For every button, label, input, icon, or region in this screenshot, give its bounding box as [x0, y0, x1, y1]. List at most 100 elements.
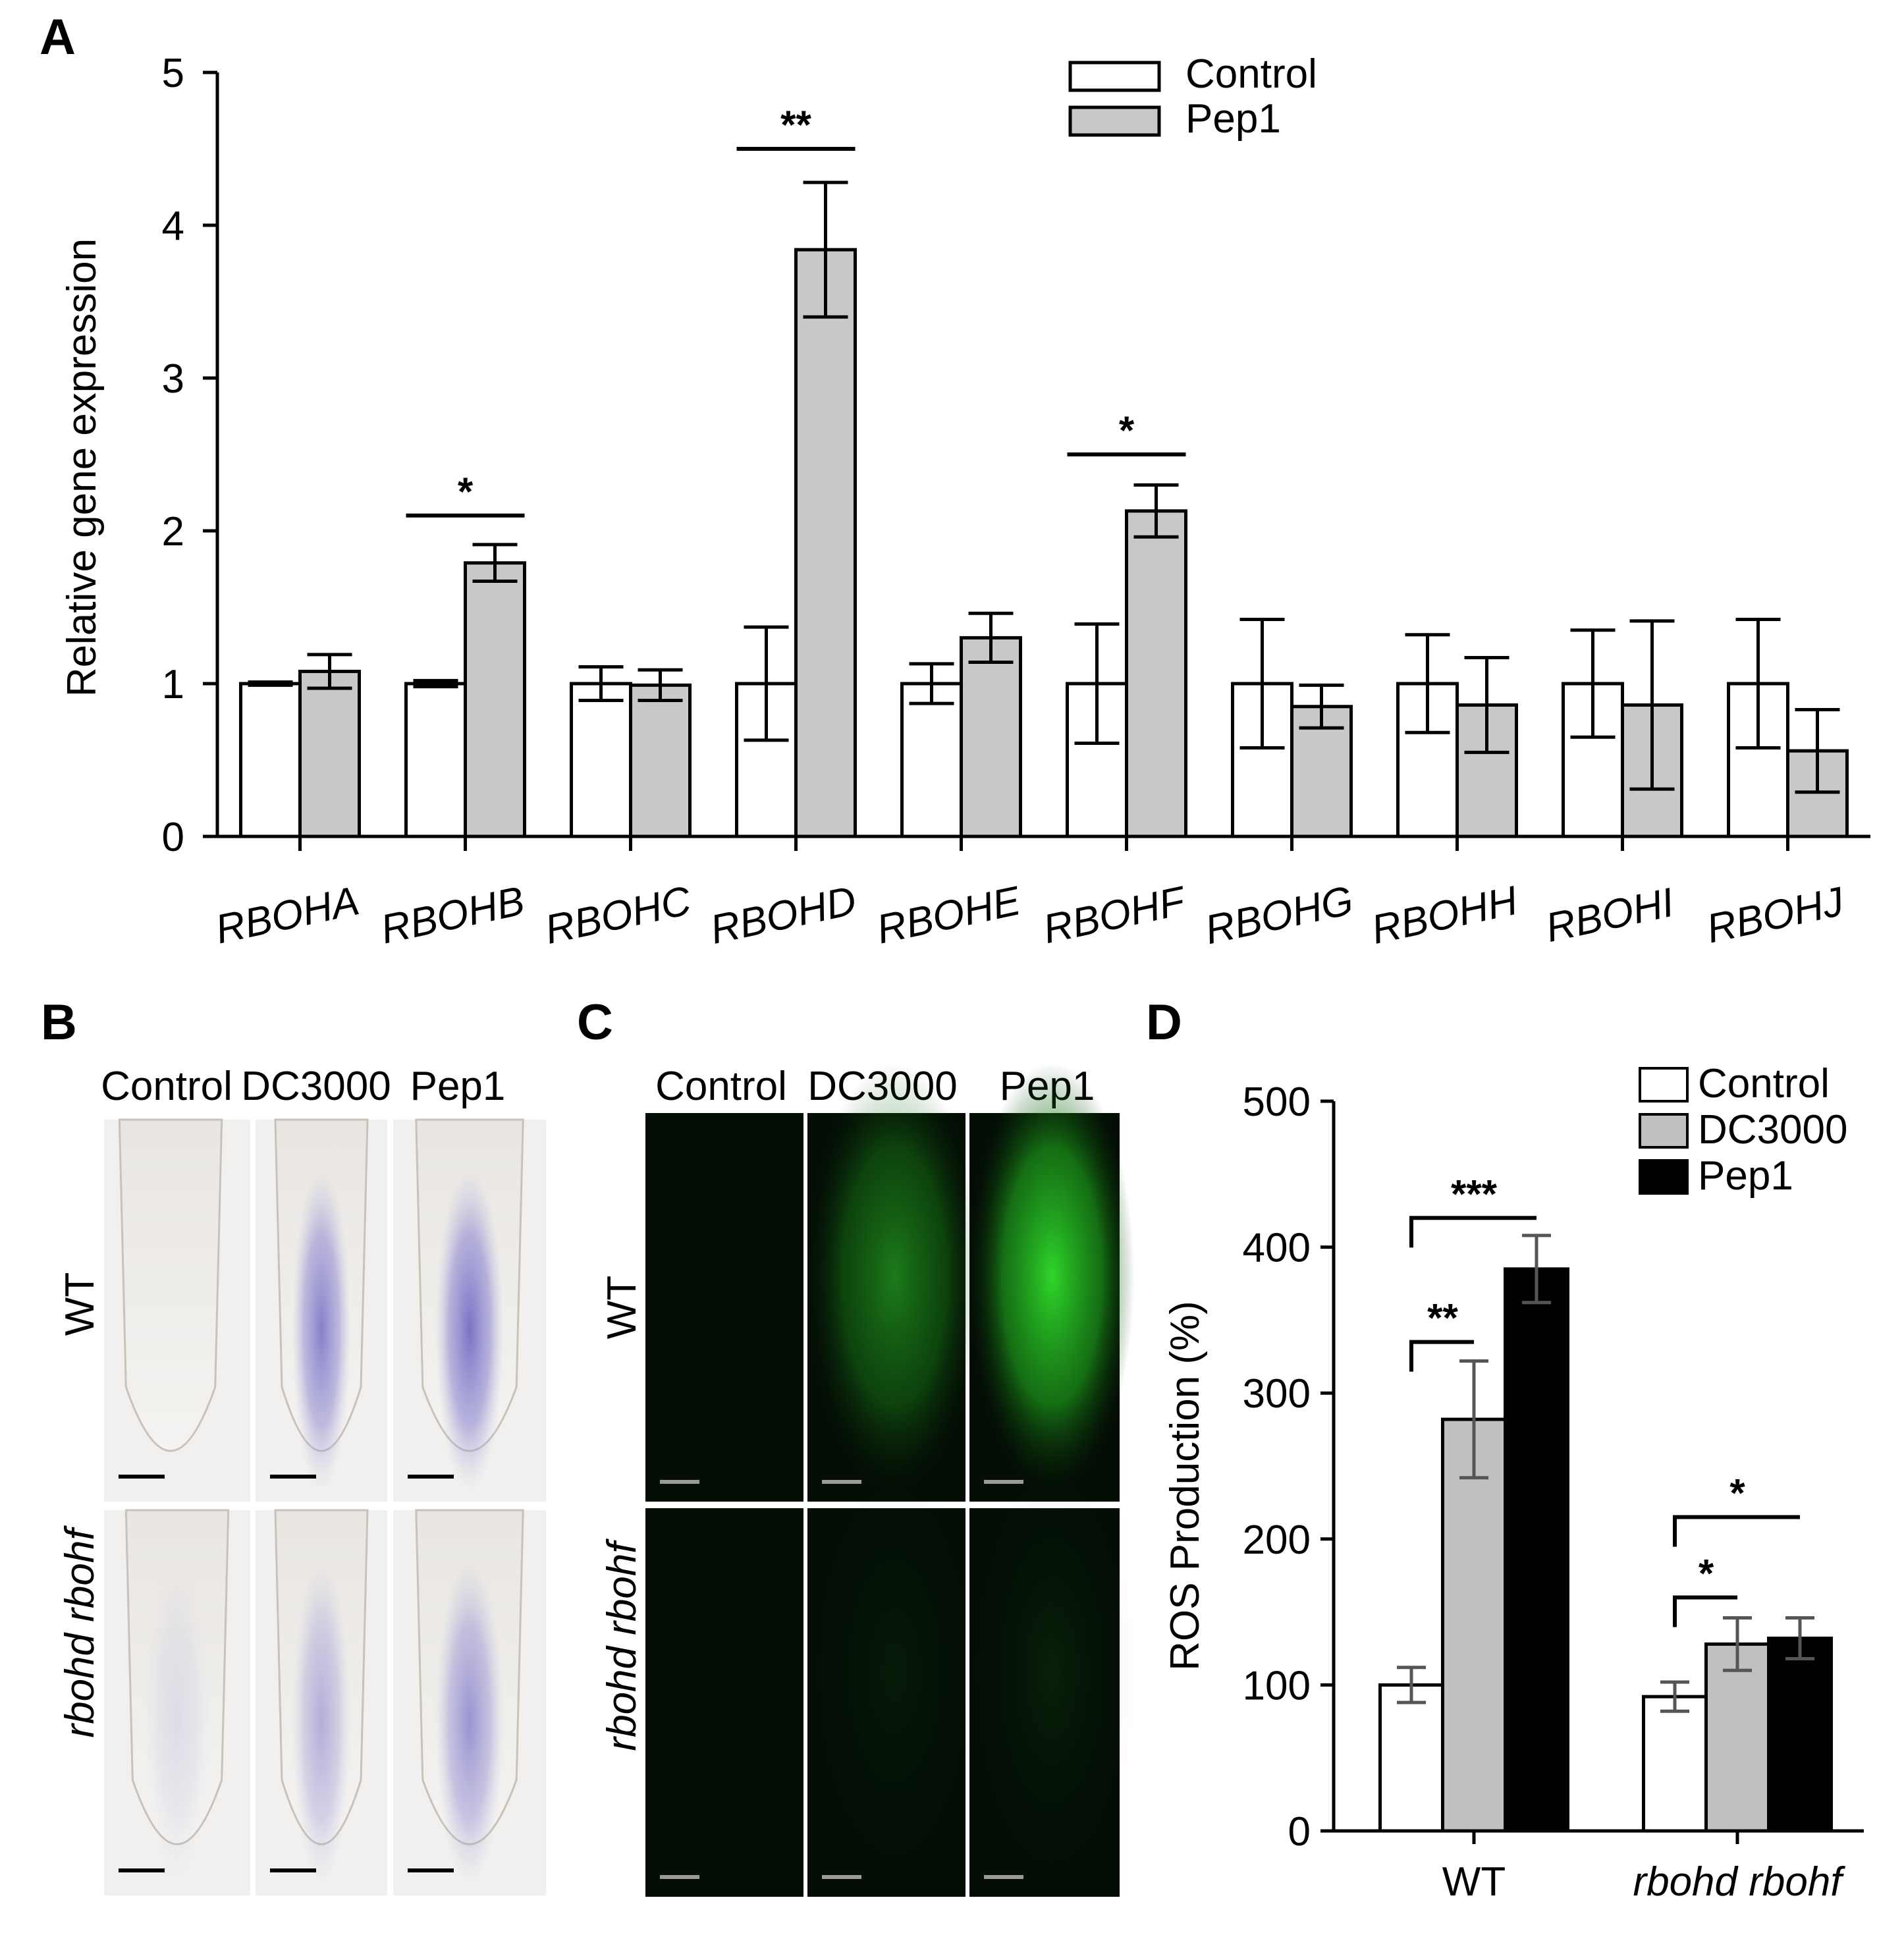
panel-b-col-dc3000: DC3000 [241, 1064, 391, 1109]
micrograph-b-r1-c2 [393, 1509, 546, 1895]
micrograph-b-r1-c1 [256, 1509, 387, 1895]
panel-b-micrographs [104, 1118, 546, 1895]
panel-b-row-wt: WT [57, 1272, 103, 1336]
legend-label: Control [1185, 51, 1317, 97]
y-tick-label: 100 [1243, 1663, 1311, 1708]
x-tick-label: RBOHA [211, 878, 363, 952]
y-tick-label: 400 [1243, 1226, 1311, 1271]
bar-dc3000 [1441, 1417, 1507, 1833]
panel-a-letter: A [40, 9, 76, 65]
y-tick-label: 200 [1243, 1517, 1311, 1563]
y-tick-label: 5 [162, 51, 184, 96]
x-tick-label: RBOHB [377, 878, 528, 952]
x-tick-label: rbohd rbohf [1633, 1859, 1845, 1905]
panel-b-letter: B [41, 994, 77, 1050]
legend-label: Pep1 [1698, 1153, 1793, 1199]
micrograph-c-r0-c2 [969, 1062, 1135, 1502]
panel-b-col-control: Control [101, 1064, 232, 1109]
bar-control [1727, 682, 1789, 838]
bar-pep1 [1504, 1267, 1569, 1833]
x-tick-label: RBOHD [707, 878, 860, 953]
x-tick-label: RBOHI [1542, 880, 1677, 951]
legend-swatch-control [1068, 61, 1161, 92]
bar-control [239, 682, 302, 838]
x-tick-label: RBOHJ [1702, 879, 1848, 952]
y-axis-label: Relative gene expression [59, 238, 105, 697]
bar-dc3000 [1704, 1642, 1770, 1833]
significance-bracket [1409, 1216, 1537, 1248]
micrograph-c-r0-c0 [645, 1113, 803, 1502]
panel-c: C Control DC3000 Pep1 WT rbohd rbohf [577, 994, 1135, 1900]
fluorescence-signal [807, 1062, 981, 1490]
micrograph-c-r1-c1 [807, 1457, 981, 1897]
fluorescence-signal [807, 1457, 981, 1886]
panel-d-letter: D [1146, 994, 1182, 1050]
micrograph-b-r0-c1 [256, 1118, 387, 1502]
significance-label: * [1119, 408, 1135, 452]
legend-swatch-pep1 [1068, 105, 1161, 137]
panel-b-row-mutant: rbohd rbohf [57, 1525, 103, 1738]
panel-c-col-control: Control [655, 1064, 787, 1109]
bar-pep1 [464, 561, 526, 838]
y-tick-label: 0 [162, 815, 184, 860]
bar-pep1 [298, 669, 361, 838]
chart-d: 0 100 200 300 400 500 ROS Production (%) WT rboh… [1162, 1061, 1864, 1905]
legend-label: Pep1 [1185, 96, 1281, 142]
y-tick-label: 500 [1243, 1079, 1311, 1125]
x-tick-label: RBOHE [873, 878, 1025, 952]
y-tick-label: 4 [162, 204, 184, 249]
bar-pep1 [1125, 509, 1187, 838]
panel-c-row-wt: WT [599, 1276, 645, 1339]
legend-label: DC3000 [1698, 1107, 1847, 1153]
x-tick-label: RBOHG [1201, 878, 1357, 954]
significance-label: *** [1451, 1172, 1498, 1216]
micrograph-background [645, 1508, 803, 1897]
bar-control [900, 682, 963, 838]
panel-c-micrographs [642, 1062, 1135, 1900]
y-tick-label: 2 [162, 509, 184, 555]
significance-bracket [1673, 1515, 1800, 1547]
micrograph-b-r0-c0 [104, 1118, 250, 1502]
x-tick-label: RBOHC [541, 878, 696, 953]
micrograph-c-r0-c1 [807, 1062, 981, 1502]
micrograph-b-r0-c2 [393, 1118, 546, 1502]
bar-pep1 [629, 683, 692, 838]
bar-control [404, 682, 467, 838]
y-tick-label: 1 [162, 662, 184, 707]
bar-pep1 [1767, 1636, 1833, 1833]
x-tick-label: WT [1442, 1859, 1506, 1905]
y-tick-label: 0 [1288, 1809, 1311, 1855]
significance-label: ** [1427, 1296, 1458, 1340]
significance-bracket [1409, 1340, 1474, 1372]
stain-signal [144, 1560, 210, 1884]
stain-signal [292, 1169, 351, 1490]
bar-control [1642, 1695, 1708, 1833]
fluorescence-signal [969, 1457, 1135, 1886]
y-tick-label: 3 [162, 356, 184, 402]
significance-bracket [1673, 1595, 1737, 1627]
legend-swatch-pep1 [1639, 1159, 1689, 1195]
significance-label: * [1729, 1471, 1745, 1515]
bar-control [570, 682, 632, 838]
micrograph-b-r1-c0 [104, 1509, 250, 1895]
legend-swatch-control [1639, 1067, 1689, 1103]
x-tick-label: RBOHH [1368, 878, 1522, 953]
panel-d: D 0 100 200 300 400 500 ROS Production (%) WT rb… [1146, 994, 1864, 1905]
bar-pep1 [960, 636, 1022, 838]
fluorescence-signal [969, 1062, 1135, 1490]
stain-signal [292, 1560, 351, 1884]
bar-control [1378, 1683, 1444, 1833]
root-outline [118, 1118, 223, 1452]
micrograph-c-r1-c0 [645, 1508, 803, 1897]
panel-c-row-mutant: rbohd rbohf [599, 1538, 645, 1751]
y-axis-label: ROS Production (%) [1162, 1301, 1208, 1671]
micrograph-c-r1-c2 [969, 1457, 1135, 1897]
legend-swatch-dc3000 [1639, 1113, 1689, 1149]
micrograph-background [645, 1113, 803, 1502]
panel-c-letter: C [577, 994, 613, 1050]
panel-b: B Control DC3000 Pep1 WT rbohd rbohf [41, 994, 546, 1895]
